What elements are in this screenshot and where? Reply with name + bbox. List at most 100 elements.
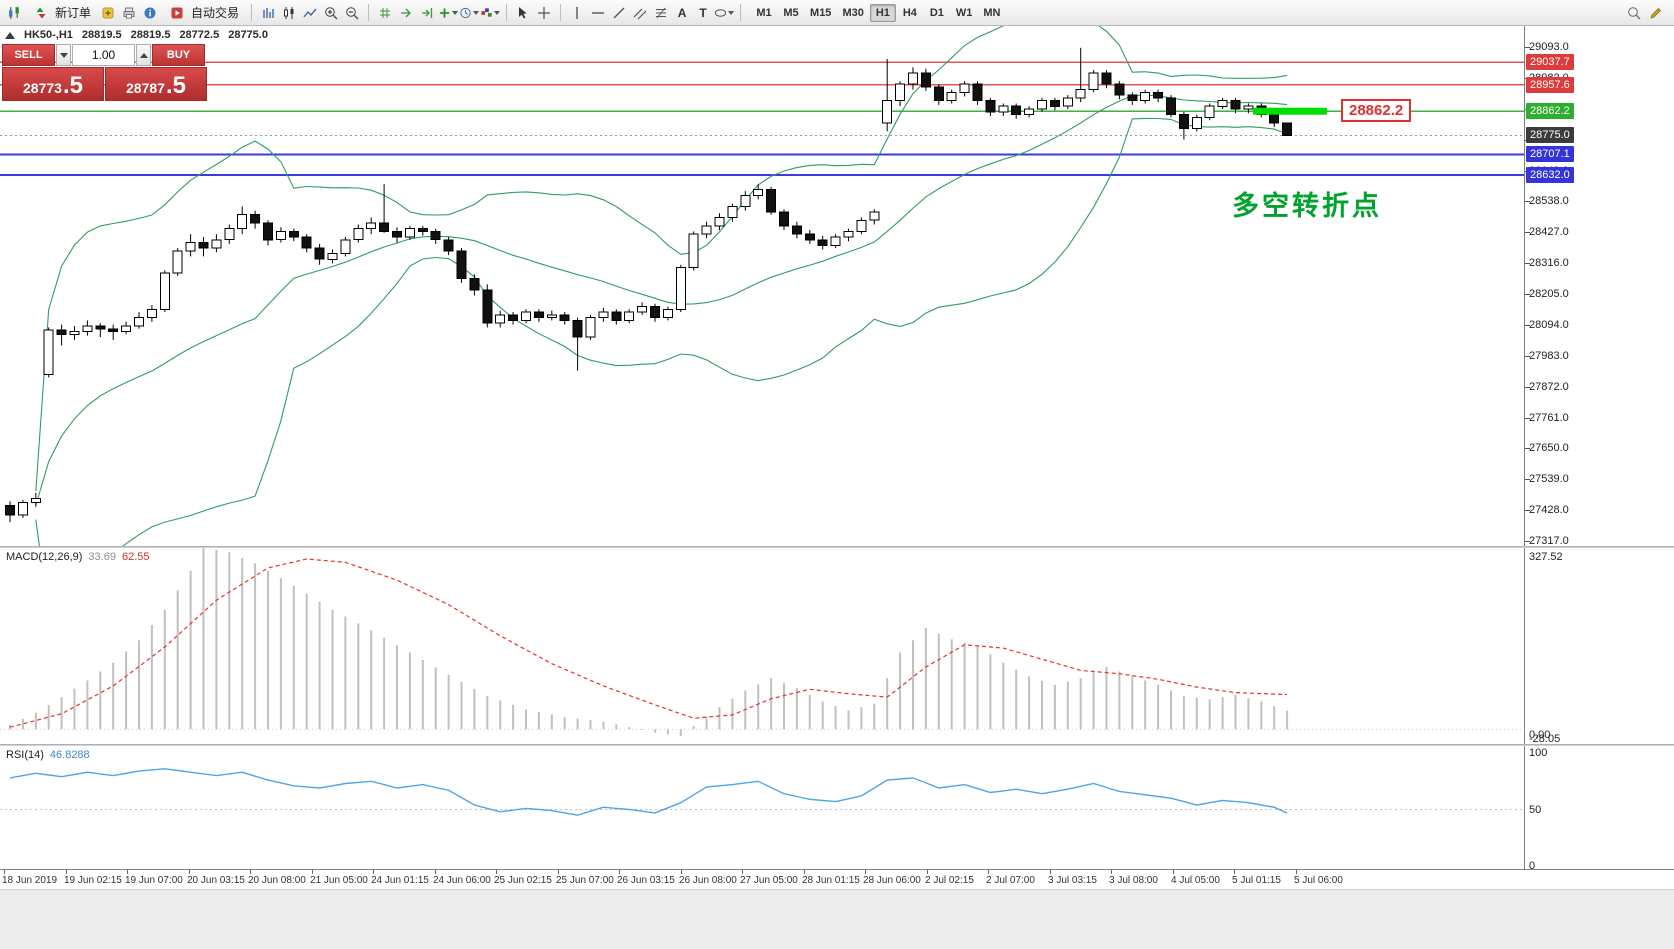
- about-icon[interactable]: [140, 3, 160, 23]
- horizontal-line-tool-icon[interactable]: [588, 3, 608, 23]
- timeframe-button-m5[interactable]: M5: [783, 6, 799, 19]
- new-order-button[interactable]: 新订单: [25, 3, 97, 23]
- time-axis[interactable]: 18 Jun 2019 19 Jun 02:15 19 Jun 07:00 20 Ju…: [0, 869, 1674, 889]
- buy-button[interactable]: BUY: [152, 44, 205, 66]
- timeframe-button-m30[interactable]: M30: [842, 6, 864, 19]
- price-callout[interactable]: 28862.2: [1341, 99, 1412, 122]
- time-tick: [1296, 870, 1297, 874]
- timeframe-button-mn[interactable]: MN: [983, 6, 1001, 19]
- timeframe-button-w1[interactable]: W1: [955, 6, 973, 19]
- timeframe-button-m15[interactable]: M15: [810, 6, 832, 19]
- time-tick: [927, 870, 928, 874]
- trade-panel-toggle-icon[interactable]: [5, 31, 15, 39]
- time-label: 20 Jun 08:00: [248, 875, 306, 886]
- chart-canvas[interactable]: HK50-,H1 28819.5 28819.5 28772.5 28775.0…: [0, 26, 1524, 869]
- time-label: 19 Jun 07:00: [125, 875, 183, 886]
- price-tick-label: 28205.0: [1529, 288, 1569, 300]
- price-tick: [1525, 448, 1530, 449]
- new-order-icon: [31, 3, 51, 23]
- text-tool-icon[interactable]: A: [672, 3, 692, 23]
- fibonacci-tool-icon[interactable]: [651, 3, 671, 23]
- panel-divider[interactable]: [0, 546, 1674, 548]
- sell-price[interactable]: 28773.5: [2, 67, 104, 101]
- main-price-chart[interactable]: [0, 26, 1524, 547]
- main-toolbar: 新订单 自动交易: [0, 0, 1674, 26]
- line-chart-icon[interactable]: [300, 3, 320, 23]
- cursor-icon[interactable]: [513, 3, 533, 23]
- price-axis[interactable]: 29093.028982.028871.028760.028649.028538…: [1524, 26, 1674, 872]
- price-tick: [1525, 201, 1530, 202]
- candlestick-chart-icon[interactable]: [279, 3, 299, 23]
- macd-label: MACD(12,26,9) 33.69 62.55: [6, 551, 149, 563]
- zoom-in-icon[interactable]: [321, 3, 341, 23]
- periods-dropdown-icon[interactable]: [473, 10, 480, 15]
- volume-decrease-button[interactable]: [56, 44, 71, 66]
- price-tick-label: 27317.0: [1529, 535, 1569, 547]
- price-tick: [1525, 479, 1530, 480]
- timeframe-button-d1[interactable]: D1: [929, 6, 944, 19]
- autotrading-button[interactable]: 自动交易: [161, 3, 245, 23]
- time-tick: [865, 870, 866, 874]
- shapes-dropdown-icon[interactable]: [728, 10, 735, 15]
- crosshair-icon[interactable]: [534, 3, 554, 23]
- time-tick: [619, 870, 620, 874]
- chart-shift-icon[interactable]: [417, 3, 437, 23]
- zoom-out-icon[interactable]: [342, 3, 362, 23]
- time-label: 26 Jun 03:15: [617, 875, 675, 886]
- edit-icon[interactable]: [1646, 3, 1666, 23]
- toolbar-right-group: [1624, 3, 1670, 23]
- time-tick: [1173, 870, 1174, 874]
- macd-indicator-panel[interactable]: [0, 547, 1524, 745]
- time-tick: [189, 870, 190, 874]
- autotrading-label: 自动交易: [191, 6, 240, 20]
- time-label: 24 Jun 01:15: [371, 875, 429, 886]
- sell-button[interactable]: SELL: [2, 44, 55, 66]
- bar-chart-icon[interactable]: [258, 3, 278, 23]
- volume-input[interactable]: [72, 44, 135, 66]
- price-label-28862.2: 28862.2: [1526, 103, 1574, 119]
- grid-icon[interactable]: [375, 3, 395, 23]
- time-label: 24 Jun 06:00: [433, 875, 491, 886]
- indicators-icon[interactable]: [438, 3, 459, 23]
- time-label: 5 Jul 06:00: [1294, 875, 1343, 886]
- timeframe-button-h4[interactable]: H4: [902, 6, 917, 19]
- symbol-period-label: HK50-,H1: [24, 29, 73, 41]
- one-click-trading-panel: SELL BUY 28773.5 28787.5: [2, 44, 207, 101]
- metaeditor-icon[interactable]: [98, 3, 118, 23]
- buy-price[interactable]: 28787.5: [105, 67, 207, 101]
- macd-signal-value: 62.55: [121, 551, 150, 563]
- shapes-tool-icon[interactable]: [714, 3, 735, 23]
- toolbar-separator: [368, 4, 370, 21]
- annotation-text: 多空转折点: [1232, 191, 1382, 221]
- rsi-tick-label: 100: [1529, 747, 1548, 759]
- price-label-29037.7: 29037.7: [1526, 54, 1574, 70]
- time-label: 28 Jun 01:15: [802, 875, 860, 886]
- label-tool-icon[interactable]: T: [693, 3, 713, 23]
- indicators-dropdown-icon[interactable]: [452, 10, 459, 15]
- rsi-indicator-panel[interactable]: [0, 745, 1524, 869]
- price-tick: [1525, 387, 1530, 388]
- volume-increase-button[interactable]: [136, 44, 151, 66]
- timeframe-button-m1[interactable]: M1: [756, 6, 772, 19]
- channel-tool-icon[interactable]: [630, 3, 650, 23]
- search-icon[interactable]: [1624, 3, 1644, 23]
- time-label: 3 Jul 08:00: [1109, 875, 1158, 886]
- trendline-tool-icon[interactable]: [609, 3, 629, 23]
- time-label: 18 Jun 2019: [2, 875, 58, 886]
- auto-scroll-icon[interactable]: [396, 3, 416, 23]
- templates-icon[interactable]: [480, 3, 501, 23]
- app-logo-icon: [4, 3, 24, 23]
- vertical-line-tool-icon[interactable]: [567, 3, 587, 23]
- time-tick: [496, 870, 497, 874]
- templates-dropdown-icon[interactable]: [494, 10, 501, 15]
- periods-icon[interactable]: [459, 3, 480, 23]
- macd-name: MACD(12,26,9): [6, 551, 83, 563]
- time-tick: [312, 870, 313, 874]
- highlight-trendline: [1253, 107, 1327, 115]
- panel-divider[interactable]: [0, 744, 1674, 746]
- time-label: 28 Jun 06:00: [863, 875, 921, 886]
- print-icon[interactable]: [119, 3, 139, 23]
- macd-tick-label: -28.05: [1529, 733, 1561, 745]
- timeframe-button-h1[interactable]: H1: [869, 3, 896, 22]
